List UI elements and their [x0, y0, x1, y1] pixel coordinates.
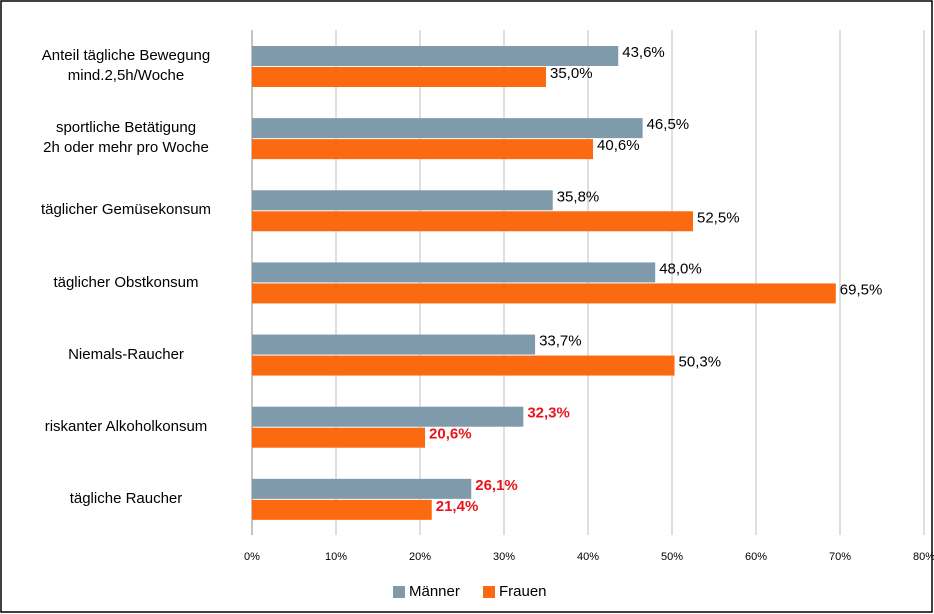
bar — [252, 355, 675, 376]
bar — [252, 334, 536, 355]
category-label: sportliche Betätigung 2h oder mehr pro W… — [43, 119, 209, 157]
category-label: täglicher Obstkonsum — [53, 273, 199, 291]
x-tick-label: 10% — [325, 551, 347, 563]
legend-label: Männer — [409, 583, 460, 600]
bar — [252, 499, 432, 520]
x-tick-label: 30% — [493, 551, 515, 563]
bar — [252, 190, 553, 211]
x-tick-label: 50% — [661, 551, 683, 563]
value-label: 26,1% — [475, 477, 518, 494]
x-tick-label: 0% — [244, 551, 260, 563]
value-label: 40,6% — [597, 137, 640, 154]
value-label: 43,6% — [622, 44, 665, 61]
x-tick-label: 40% — [577, 551, 599, 563]
legend-swatch — [483, 586, 495, 598]
bar — [252, 139, 594, 160]
x-tick-label: 20% — [409, 551, 431, 563]
bar — [252, 46, 619, 66]
value-label: 50,3% — [679, 354, 722, 371]
value-label: 20,6% — [429, 426, 472, 443]
bar — [252, 406, 524, 427]
bar — [252, 478, 472, 499]
value-label: 21,4% — [436, 498, 479, 515]
value-label: 35,0% — [550, 65, 593, 82]
x-tick-label: 70% — [829, 551, 851, 563]
category-label: tägliche Raucher — [69, 489, 183, 507]
legend-swatch — [393, 586, 405, 598]
x-tick-label: 80% — [913, 551, 934, 563]
bar — [252, 211, 693, 232]
category-label: täglicher Gemüsekonsum — [40, 201, 212, 219]
value-label: 32,3% — [527, 405, 570, 422]
legend-label: Frauen — [499, 583, 547, 600]
category-label: Anteil tägliche Bewegung mind.2,5h/Woche — [41, 47, 211, 85]
value-label: 69,5% — [840, 281, 883, 298]
value-label: 46,5% — [647, 116, 690, 133]
x-tick-label: 60% — [745, 551, 767, 563]
value-label: 33,7% — [539, 333, 582, 350]
bar — [252, 283, 836, 304]
category-label: Niemals-Raucher — [68, 345, 184, 363]
bar — [252, 118, 643, 139]
bar — [252, 262, 656, 283]
bar — [252, 67, 546, 87]
category-label: riskanter Alkoholkonsum — [44, 417, 208, 435]
value-label: 48,0% — [659, 260, 702, 277]
bar — [252, 427, 426, 448]
value-label: 35,8% — [557, 188, 600, 205]
value-label: 52,5% — [697, 209, 740, 226]
